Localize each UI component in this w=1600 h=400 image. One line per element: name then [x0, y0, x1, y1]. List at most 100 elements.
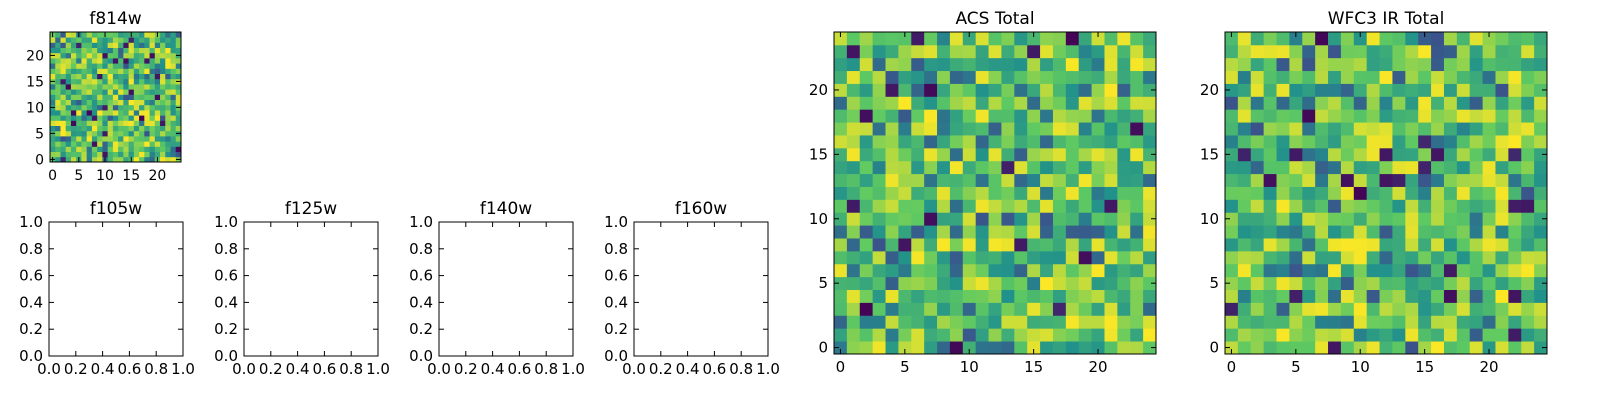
heatmap-cell [1001, 70, 1015, 84]
y-tick-label: 1.0 [604, 213, 628, 231]
heatmap-cell [165, 73, 171, 80]
heatmap-cell [1143, 276, 1157, 290]
heatmap-cell [1237, 32, 1252, 46]
heatmap-cell [1456, 341, 1471, 355]
heatmap-cell [859, 250, 874, 265]
x-tick-label: 0.6 [702, 360, 726, 378]
heatmap-cell [65, 73, 72, 80]
heatmap-cell [885, 289, 899, 303]
x-tick-label: 1.0 [756, 360, 780, 378]
heatmap-cell [139, 73, 145, 80]
heatmap-cell [65, 68, 72, 74]
heatmap-cell [91, 58, 98, 64]
heatmap-cell [97, 130, 103, 137]
heatmap-cell [112, 73, 119, 80]
heatmap-cell [1117, 173, 1131, 187]
heatmap-cell [144, 125, 150, 132]
heatmap-cell [1104, 122, 1118, 136]
heatmap-cell [139, 78, 145, 85]
y-tick-label: 20 [1200, 81, 1219, 99]
heatmap-cell [91, 136, 98, 142]
heatmap-cell [1392, 135, 1406, 149]
heatmap-cell [81, 47, 88, 54]
heatmap-cell [1443, 186, 1458, 200]
heatmap-cell [1315, 199, 1329, 213]
heatmap-cell [924, 328, 938, 342]
heatmap-cell [962, 70, 977, 84]
heatmap-cell [1065, 225, 1080, 239]
heatmap-cell [107, 115, 114, 121]
heatmap-cell [1521, 57, 1535, 72]
heatmap-cell [872, 238, 886, 252]
heatmap-cell [846, 289, 861, 303]
heatmap-cell [859, 122, 874, 136]
heatmap-cell [1302, 250, 1316, 265]
x-tick-label: 0.0 [232, 360, 256, 378]
heatmap-cell [1117, 57, 1131, 72]
heatmap-cell [1225, 199, 1239, 213]
heatmap-cell [1250, 212, 1265, 226]
heatmap-cell [55, 37, 61, 43]
heatmap-cell [60, 141, 67, 147]
heatmap-cell [937, 199, 951, 213]
heatmap-cell [1014, 315, 1028, 329]
heatmap-cell [149, 89, 156, 95]
heatmap-cell [885, 122, 899, 136]
heatmap-cell [1289, 32, 1303, 46]
heatmap-cell [859, 160, 874, 175]
heatmap-cell [1315, 315, 1329, 329]
heatmap-cell [76, 84, 82, 90]
heatmap-cell [118, 47, 124, 54]
heatmap-cell [107, 130, 114, 137]
heatmap-cell [91, 151, 98, 158]
heatmap-cell [170, 63, 177, 69]
heatmap-cell [1340, 315, 1355, 329]
heatmap-cell [70, 115, 77, 121]
heatmap-cell [872, 225, 886, 239]
heatmap-cell [50, 68, 56, 74]
heatmap-cell [846, 135, 861, 149]
heatmap-cell [1001, 32, 1015, 46]
heatmap-cell [139, 156, 145, 163]
heatmap-cell [133, 130, 140, 137]
heatmap-cell [1340, 109, 1355, 123]
heatmap-cell [55, 141, 61, 147]
heatmap-cell [1117, 32, 1131, 46]
heatmap-cell [144, 104, 150, 111]
heatmap-cell [1521, 70, 1535, 84]
heatmap-cell [1469, 44, 1483, 59]
heatmap-cell [160, 136, 166, 142]
heatmap-cell [1052, 302, 1067, 316]
heatmap-cell [1366, 250, 1380, 265]
heatmap-cell [1104, 147, 1118, 162]
heatmap-cell [834, 186, 848, 200]
heatmap-cell [937, 315, 951, 329]
heatmap-cell [139, 63, 145, 69]
heatmap-cell [1237, 238, 1252, 252]
x-tick-label: 15 [122, 168, 140, 184]
heatmap-cell [1237, 173, 1252, 187]
heatmap-cell [1014, 173, 1028, 187]
heatmap-cell [1001, 186, 1015, 200]
heatmap-cell [949, 199, 964, 213]
heatmap-cell [949, 160, 964, 175]
heatmap-cell [139, 84, 145, 90]
heatmap-cell [1469, 328, 1483, 342]
heatmap-cell [962, 57, 977, 72]
heatmap-cell [165, 156, 171, 163]
heatmap-cell [975, 199, 989, 213]
heatmap-cell [81, 73, 88, 80]
heatmap-cell [962, 315, 977, 329]
heatmap-cell [1431, 109, 1445, 123]
heatmap-cell [1379, 44, 1393, 59]
heatmap-cell [1104, 160, 1118, 175]
heatmap-cell [1225, 135, 1239, 149]
heatmap-cell [118, 78, 124, 85]
heatmap-cell [170, 146, 177, 152]
heatmap-cell [1353, 276, 1368, 290]
heatmap-cell [160, 68, 166, 74]
heatmap-cell [1315, 109, 1329, 123]
heatmap-cell [975, 83, 989, 97]
heatmap-cell [107, 156, 114, 163]
y-tick-label: 15 [1200, 145, 1219, 163]
